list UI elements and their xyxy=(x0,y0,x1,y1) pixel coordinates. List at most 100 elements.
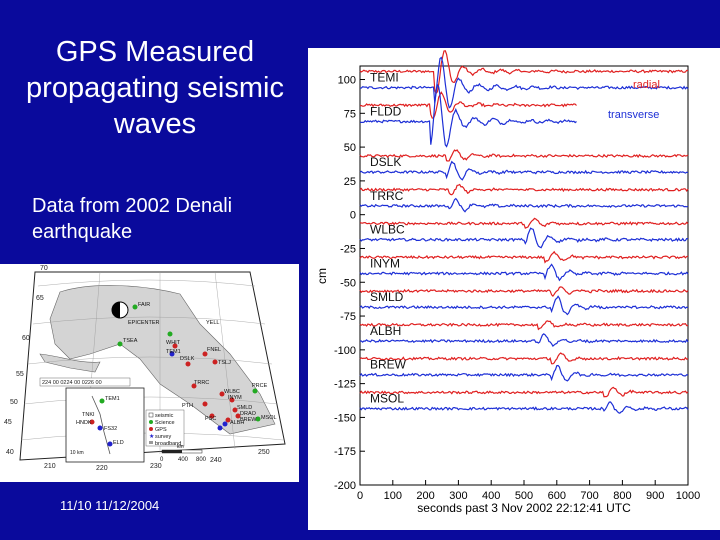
map-stations xyxy=(89,304,261,447)
lon-label: 250 xyxy=(258,449,270,456)
station-marker xyxy=(107,441,113,447)
station-marker xyxy=(212,359,218,365)
site-label: TRRC xyxy=(194,380,209,386)
y-tick-label: 75 xyxy=(344,108,356,120)
x-axis-label: seconds past 3 Nov 2002 22:12:41 UTC xyxy=(417,501,631,515)
lon-label: 220 xyxy=(96,465,108,472)
transverse-trace xyxy=(359,56,689,109)
site-label: TNKI xyxy=(82,412,95,418)
station-marker xyxy=(97,425,103,431)
station-marker xyxy=(172,343,178,349)
legend-item: survey xyxy=(155,434,171,440)
site-label: SMLD xyxy=(237,405,252,411)
inset-fault xyxy=(91,395,111,455)
station-marker xyxy=(117,341,123,347)
site-label: WLBC xyxy=(224,389,240,395)
site-label: PSC xyxy=(205,416,216,422)
site-label: ELD xyxy=(113,440,124,446)
map-inset xyxy=(65,387,145,463)
station-marker xyxy=(167,331,173,337)
y-tick-label: -150 xyxy=(334,412,356,424)
site-label: BREW xyxy=(240,417,257,423)
station-marker xyxy=(132,304,138,310)
lat-label: 65 xyxy=(36,295,44,302)
svg-text:km: km xyxy=(177,444,184,450)
map-legend-items: seismic Science GPS ★ survey broadband xyxy=(148,412,181,447)
lat-label: 55 xyxy=(16,371,24,378)
station-marker xyxy=(89,419,95,425)
site-label: DSLK xyxy=(180,356,195,362)
station-marker xyxy=(191,383,197,389)
lat-label: 60 xyxy=(22,335,30,342)
radial-trace xyxy=(359,352,689,365)
station-marker xyxy=(99,398,105,404)
lat-label: 50 xyxy=(10,399,18,406)
x-tick-label: 100 xyxy=(384,490,402,502)
site-label: EPICENTER xyxy=(128,320,160,326)
legend-item: broadband xyxy=(155,441,181,447)
footer-date: 11/10 11/12/2004 xyxy=(60,498,160,513)
traces xyxy=(359,50,689,414)
lon-label: 210 xyxy=(44,463,56,470)
seismogram-chart: -200 -175 -150 -125 -100 -75 -50 -25 0 25 50 75 100 … xyxy=(308,48,720,530)
station-label: DSLK xyxy=(370,155,401,169)
lat-label: 70 xyxy=(40,265,48,272)
x-tick-label: 200 xyxy=(416,490,434,502)
site-label: TSEA xyxy=(123,338,138,344)
station-marker xyxy=(219,391,225,397)
x-tick-label: 400 xyxy=(482,490,500,502)
legend-radial: radial xyxy=(633,79,660,91)
station-label: INYM xyxy=(370,256,400,270)
radial-trace xyxy=(359,91,577,119)
x-tick-label: 1000 xyxy=(676,490,700,502)
station-label: TRRC xyxy=(370,189,404,203)
y-tick-label: -25 xyxy=(340,243,356,255)
station-map-svg: 70 65 60 55 50 45 40 210 220 230 240 250… xyxy=(4,265,286,472)
slide-title: GPS Measured propagating seismic waves xyxy=(26,36,284,140)
x-tick-label: 800 xyxy=(613,490,631,502)
station-marker xyxy=(209,413,215,419)
station-label: SMLD xyxy=(370,290,404,304)
x-tick-label: 0 xyxy=(357,490,363,502)
radial-trace xyxy=(359,183,689,196)
station-marker xyxy=(169,351,175,357)
station-label: BREW xyxy=(370,358,407,372)
radial-trace xyxy=(359,320,689,331)
x-tick-label: 700 xyxy=(580,490,598,502)
x-tick-label: 900 xyxy=(646,490,664,502)
x-tick-label: 500 xyxy=(515,490,533,502)
station-marker xyxy=(217,425,223,431)
station-marker xyxy=(222,421,228,427)
svg-text:10 km: 10 km xyxy=(70,450,84,456)
x-tick-label: 300 xyxy=(449,490,467,502)
y-tick-label: 100 xyxy=(338,75,356,87)
site-label: WHIT xyxy=(166,340,181,346)
transverse-trace xyxy=(359,295,689,316)
station-label: TEMI xyxy=(370,71,399,85)
radial-trace xyxy=(359,250,689,264)
site-label: TSLJ xyxy=(218,360,231,366)
station-marker xyxy=(235,413,241,419)
transverse-trace xyxy=(359,364,689,382)
svg-text:800: 800 xyxy=(196,457,207,463)
station-marker xyxy=(202,401,208,407)
x-tick-label: 600 xyxy=(548,490,566,502)
beachball-fill xyxy=(112,302,120,318)
svg-text:★: ★ xyxy=(149,433,154,440)
y-tick-label: 50 xyxy=(344,142,356,154)
station-label: FLDD xyxy=(370,104,402,118)
station-marker xyxy=(185,361,191,367)
station-marker xyxy=(229,397,235,403)
legend-transverse: transverse xyxy=(608,109,659,121)
station-labels: TEMI FLDD DSLK TRRC WLBC INYM SMLD ALBH BREW MSOL xyxy=(370,71,407,406)
lat-label: 45 xyxy=(4,419,12,426)
transverse-trace xyxy=(360,333,689,348)
station-marker xyxy=(232,407,238,413)
station-label: MSOL xyxy=(370,392,404,406)
radial-trace xyxy=(359,286,689,298)
y-axis-label: cm xyxy=(315,268,329,284)
seismogram-chart-svg: -200-175-150-125-100-75-50-250255075100 … xyxy=(315,50,700,515)
station-label: WLBC xyxy=(370,223,405,237)
radial-trace xyxy=(359,217,689,229)
station-marker xyxy=(225,417,231,423)
